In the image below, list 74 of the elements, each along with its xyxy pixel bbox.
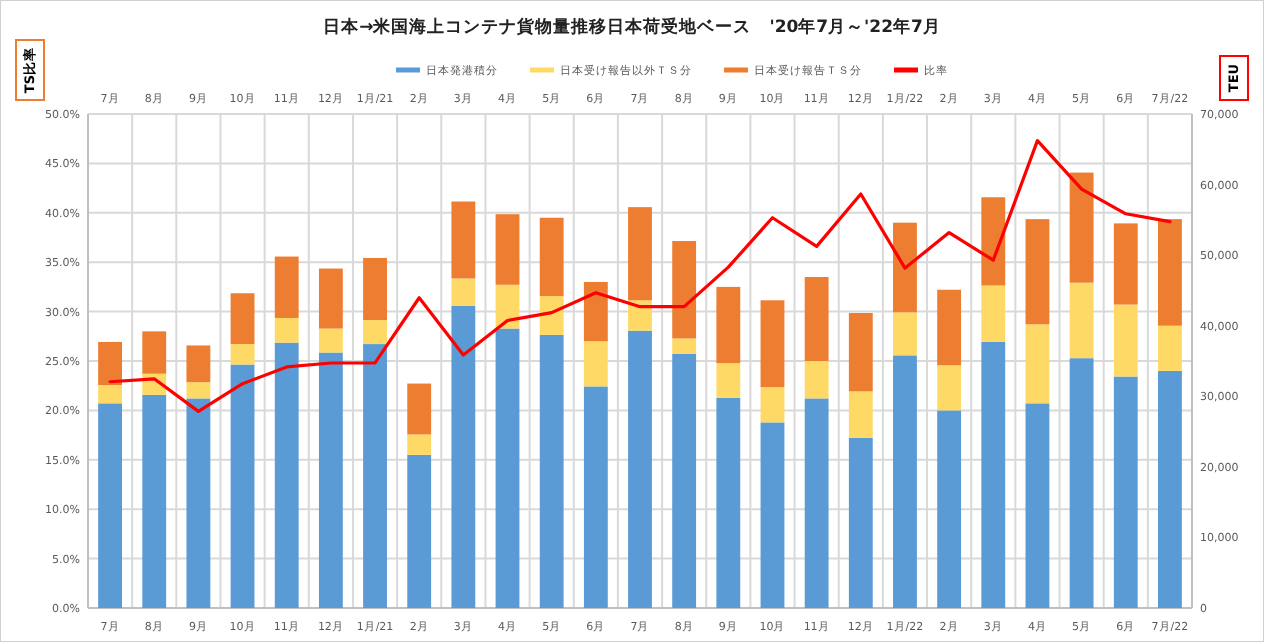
bar	[1025, 219, 1050, 325]
bar	[672, 241, 697, 339]
bar	[274, 317, 299, 343]
bar	[407, 434, 432, 455]
bar	[760, 422, 785, 608]
bar	[628, 330, 652, 608]
bar	[318, 268, 343, 329]
bar	[142, 331, 167, 374]
bar	[186, 345, 211, 383]
bar	[848, 391, 873, 438]
bar	[583, 281, 608, 342]
bar	[760, 300, 785, 388]
bar	[363, 320, 387, 345]
bar	[1113, 223, 1138, 305]
bar	[495, 328, 520, 608]
bar	[1069, 358, 1094, 608]
bar	[804, 361, 829, 399]
bar	[672, 338, 697, 354]
bar	[407, 454, 432, 608]
bar	[98, 384, 122, 404]
bar	[539, 217, 564, 297]
bar	[848, 313, 873, 392]
bar	[363, 344, 387, 608]
line-series	[108, 139, 1172, 413]
bar	[230, 364, 255, 608]
bar	[1025, 324, 1050, 404]
bar	[1158, 370, 1182, 608]
bar	[937, 410, 962, 608]
bar	[274, 342, 299, 608]
bar	[716, 397, 741, 608]
bar	[893, 355, 917, 608]
bar	[1158, 219, 1182, 326]
chart-title: 日本→米国海上コンテナ貨物量推移日本荷受地ベース '20年7月～'22年7月	[323, 16, 941, 38]
bar	[1113, 304, 1138, 377]
bar	[451, 278, 476, 306]
bar	[98, 341, 122, 385]
bar	[981, 341, 1006, 608]
bar	[760, 387, 785, 423]
bar	[893, 222, 917, 313]
bar	[186, 382, 211, 399]
bar	[1069, 172, 1094, 283]
bar	[539, 296, 564, 335]
bar	[1025, 403, 1050, 608]
bar	[848, 437, 873, 608]
bar	[672, 353, 697, 608]
bar	[230, 293, 255, 345]
bar	[407, 383, 432, 435]
bar	[186, 398, 211, 608]
bar	[716, 363, 741, 398]
bar	[230, 344, 255, 365]
bar	[981, 197, 1006, 286]
bar	[451, 201, 476, 279]
bar	[1113, 376, 1138, 608]
bar	[142, 394, 167, 608]
bar	[274, 256, 299, 318]
bar	[716, 286, 741, 364]
bar	[495, 214, 520, 285]
bar	[98, 403, 122, 608]
bar	[893, 312, 917, 356]
bar	[1158, 325, 1182, 371]
bar	[937, 289, 962, 366]
bar	[937, 365, 962, 411]
bar	[451, 305, 476, 608]
bar	[981, 285, 1006, 342]
bar	[318, 352, 343, 608]
bar	[363, 257, 387, 321]
bar	[583, 386, 608, 608]
bar	[804, 277, 829, 361]
bar	[539, 334, 564, 608]
bar	[628, 207, 652, 301]
bar	[583, 341, 608, 387]
bar	[1069, 282, 1094, 359]
bar	[318, 328, 343, 353]
bar	[804, 398, 829, 608]
